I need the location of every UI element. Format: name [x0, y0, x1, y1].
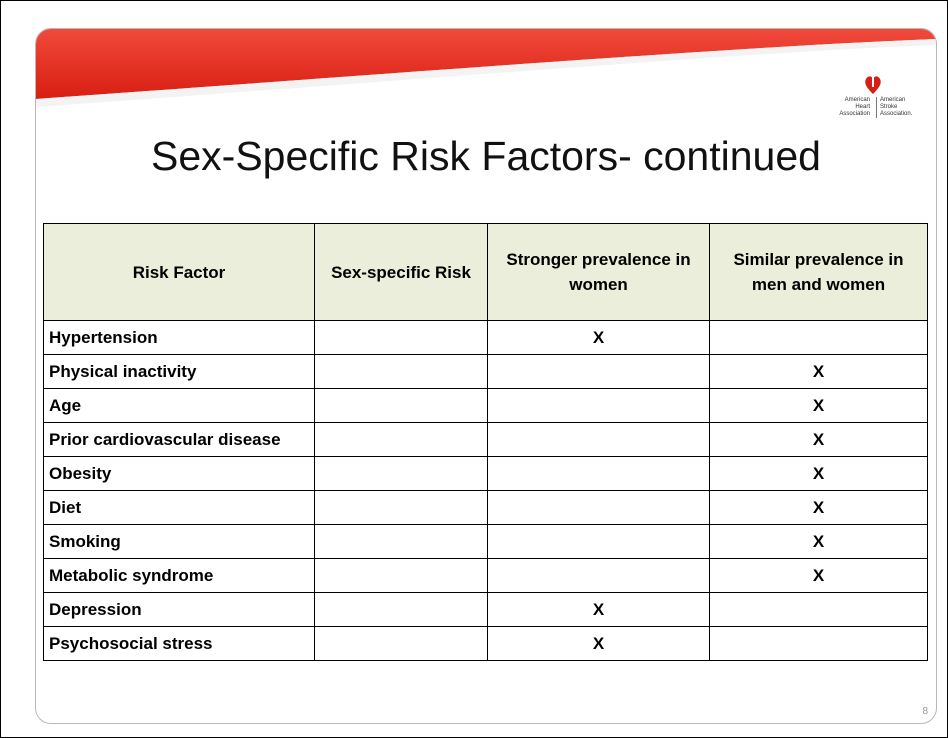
mark-cell — [314, 626, 488, 661]
mark-cell: X — [487, 626, 710, 661]
table-row: Physical inactivity X — [43, 354, 928, 389]
mark-cell — [709, 626, 928, 661]
slide: American Heart Association American Stroke A… — [35, 28, 937, 724]
logo-stroke-text: American Stroke Association. — [876, 97, 912, 118]
mark-cell: X — [709, 422, 928, 457]
mark-cell: X — [709, 354, 928, 389]
risk-factor-cell: Diet — [43, 490, 315, 525]
heart-icon — [865, 73, 881, 94]
page-number: 8 — [922, 706, 928, 717]
mark-cell — [314, 422, 488, 457]
logo-line: Association. — [880, 111, 913, 117]
mark-cell — [709, 592, 928, 627]
mark-cell — [314, 456, 488, 491]
mark-cell — [314, 490, 488, 525]
mark-cell: X — [709, 490, 928, 525]
mark-cell: X — [709, 456, 928, 491]
logo-line: Stroke — [880, 104, 898, 110]
mark-cell — [314, 388, 488, 423]
mark-cell: X — [709, 388, 928, 423]
logo-line: Heart — [855, 104, 870, 110]
risk-factor-cell: Prior cardiovascular disease — [43, 422, 315, 457]
risk-factor-cell: Smoking — [43, 524, 315, 559]
header-row: Risk Factor Sex-specific Risk Stronger pre… — [43, 223, 928, 321]
table-row: Psychosocial stress X — [43, 626, 928, 661]
table-row: Depression X — [43, 592, 928, 627]
mark-cell — [487, 456, 710, 491]
mark-cell — [314, 558, 488, 593]
table-row: Diet X — [43, 490, 928, 525]
mark-cell — [314, 592, 488, 627]
risk-factor-cell: Age — [43, 388, 315, 423]
risk-factor-cell: Hypertension — [43, 320, 315, 355]
mark-cell: X — [487, 320, 710, 355]
risk-factor-cell: Physical inactivity — [43, 354, 315, 389]
mark-cell — [487, 354, 710, 389]
mark-cell: X — [709, 558, 928, 593]
risk-factor-cell: Metabolic syndrome — [43, 558, 315, 593]
mark-cell: X — [709, 524, 928, 559]
risk-factor-cell: Obesity — [43, 456, 315, 491]
mark-cell — [487, 388, 710, 423]
mark-cell: X — [487, 592, 710, 627]
mark-cell — [709, 320, 928, 355]
mark-cell — [314, 524, 488, 559]
mark-cell — [487, 524, 710, 559]
mark-cell — [314, 354, 488, 389]
risk-factor-cell: Psychosocial stress — [43, 626, 315, 661]
logo-heart-text: American Heart Association — [839, 97, 870, 118]
logo-line: American — [844, 97, 870, 103]
logo-line: Association — [839, 111, 870, 117]
slide-title: Sex-Specific Risk Factors- continued — [151, 133, 821, 179]
header-swoosh — [36, 29, 936, 107]
mark-cell — [487, 422, 710, 457]
table-row: Obesity X — [43, 456, 928, 491]
logo-line: American — [880, 97, 906, 103]
table-row: Smoking X — [43, 524, 928, 559]
mark-cell — [314, 320, 488, 355]
table-row: Hypertension X — [43, 320, 928, 355]
header-cell: Risk Factor — [43, 223, 315, 321]
table-row: Metabolic syndrome X — [43, 558, 928, 593]
header-cell: Stronger prevalence in women — [487, 223, 710, 321]
header-cell: Similar prevalence in men and women — [709, 223, 928, 321]
header-cell: Sex-specific Risk — [314, 223, 488, 321]
risk-table: Risk Factor Sex-specific Risk Stronger pre… — [43, 223, 928, 661]
table-row: Age X — [43, 388, 928, 423]
mark-cell — [487, 558, 710, 593]
table-row: Prior cardiovascular disease X — [43, 422, 928, 457]
risk-factor-cell: Depression — [43, 592, 315, 627]
mark-cell — [487, 490, 710, 525]
